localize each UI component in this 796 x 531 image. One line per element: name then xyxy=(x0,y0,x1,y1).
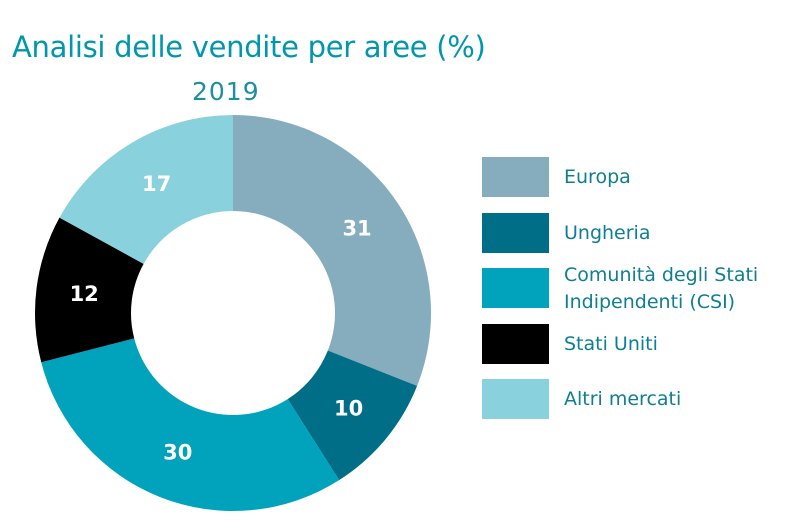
legend-swatch-csi xyxy=(482,268,549,308)
legend-swatch-stati-uniti xyxy=(482,324,549,364)
donut-slice-stati-uniti xyxy=(35,217,144,363)
chart-subtitle: 2019 xyxy=(192,77,260,106)
legend-swatch-europa xyxy=(482,157,549,197)
slice-label-altri-mercati: 17 xyxy=(142,172,171,196)
donut-slice-europa xyxy=(233,115,431,386)
donut-slice-ungheria xyxy=(287,350,418,481)
legend-label-europa: Europa xyxy=(564,166,631,188)
donut-slice-altri-mercati xyxy=(59,115,234,264)
slice-label-csi: 30 xyxy=(163,440,192,464)
legend-label-ungheria: Ungheria xyxy=(564,222,651,244)
legend-swatch-altri-mercati xyxy=(482,379,549,419)
slice-label-stati-uniti: 12 xyxy=(70,282,99,306)
legend-label-stati-uniti: Stati Uniti xyxy=(564,333,658,355)
slice-label-europa: 31 xyxy=(342,217,371,241)
donut-slice-csi xyxy=(41,338,340,511)
slice-label-ungheria: 10 xyxy=(334,397,363,421)
legend-label-csi: Comunità degli Stati Indipendenti (CSI) xyxy=(564,264,759,313)
legend-label-altri-mercati: Altri mercati xyxy=(564,388,682,410)
legend-swatch-ungheria xyxy=(482,213,549,253)
chart-title: Analisi delle vendite per aree (%) xyxy=(12,30,486,64)
